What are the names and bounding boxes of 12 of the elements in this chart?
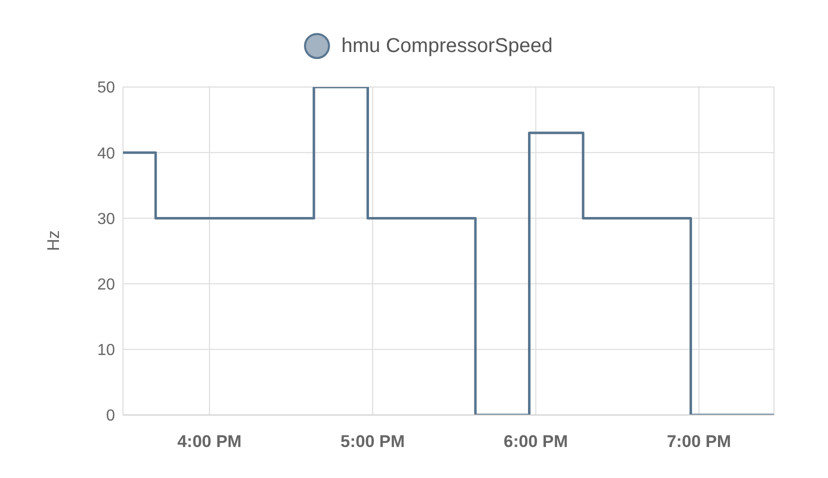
legend-label: hmu CompressorSpeed: [341, 34, 553, 58]
y-tick-label: 50: [97, 80, 116, 97]
y-tick-label: 30: [97, 210, 116, 228]
x-tick-label: 6:00 PM: [504, 432, 568, 452]
y-tick-label: 0: [106, 408, 116, 425]
y-tick-label: 20: [97, 276, 116, 294]
x-tick-label: 4:00 PM: [177, 432, 242, 452]
y-tick-label: 10: [97, 342, 116, 360]
y-axis-title: Hz: [44, 230, 64, 251]
x-tick-label: 7:00 PM: [666, 432, 732, 452]
x-tick-label: 5:00 PM: [340, 432, 405, 452]
y-tick-label: 40: [97, 145, 116, 162]
